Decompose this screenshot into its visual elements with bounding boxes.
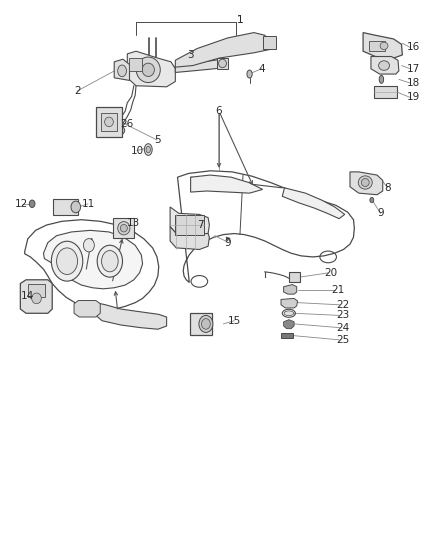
Text: 7: 7 (198, 220, 204, 230)
Ellipse shape (102, 251, 118, 272)
Text: 10: 10 (131, 146, 144, 156)
Ellipse shape (113, 123, 123, 132)
Text: 1: 1 (237, 15, 243, 25)
Bar (217, 58, 228, 69)
Ellipse shape (57, 248, 78, 274)
Text: 17: 17 (407, 64, 420, 74)
Polygon shape (43, 230, 143, 289)
Polygon shape (363, 33, 403, 58)
Bar (113, 218, 134, 238)
Text: 5: 5 (154, 135, 160, 145)
Text: 9: 9 (224, 238, 231, 247)
Ellipse shape (136, 57, 160, 83)
Polygon shape (284, 320, 294, 329)
Ellipse shape (142, 63, 154, 76)
Polygon shape (96, 303, 166, 329)
Ellipse shape (361, 179, 369, 187)
Polygon shape (127, 51, 175, 87)
Ellipse shape (219, 59, 226, 68)
Text: 19: 19 (407, 92, 420, 102)
Text: 21: 21 (332, 286, 345, 295)
Bar (263, 36, 276, 49)
Ellipse shape (380, 42, 388, 50)
Text: 16: 16 (407, 43, 420, 52)
Text: 22: 22 (336, 300, 349, 310)
Bar (96, 107, 122, 136)
Text: 26: 26 (121, 119, 134, 129)
Polygon shape (170, 227, 209, 249)
Polygon shape (283, 188, 345, 219)
Text: 13: 13 (127, 218, 141, 228)
Text: 11: 11 (81, 199, 95, 209)
Polygon shape (74, 301, 100, 317)
Bar (53, 199, 78, 215)
Text: 15: 15 (228, 316, 241, 326)
Text: 18: 18 (407, 78, 420, 88)
Bar (281, 333, 293, 338)
Ellipse shape (146, 147, 150, 153)
Ellipse shape (199, 316, 213, 333)
Bar (28, 284, 45, 297)
Text: 23: 23 (336, 310, 349, 320)
Ellipse shape (71, 201, 81, 213)
Bar (190, 313, 212, 335)
Polygon shape (284, 285, 297, 294)
Ellipse shape (120, 224, 127, 232)
Ellipse shape (29, 200, 35, 207)
Polygon shape (191, 175, 263, 193)
Text: 24: 24 (336, 322, 349, 333)
Ellipse shape (118, 65, 127, 77)
Ellipse shape (97, 245, 123, 277)
Ellipse shape (358, 176, 372, 189)
Ellipse shape (379, 75, 384, 83)
Ellipse shape (83, 239, 94, 252)
Ellipse shape (284, 311, 293, 316)
Polygon shape (281, 298, 297, 308)
Text: 1: 1 (237, 15, 243, 25)
Text: 9: 9 (377, 208, 384, 219)
Text: 4: 4 (258, 64, 265, 74)
Bar (369, 41, 385, 51)
Polygon shape (350, 172, 383, 195)
Text: 20: 20 (325, 268, 338, 278)
Text: 3: 3 (187, 50, 194, 60)
Ellipse shape (201, 319, 210, 329)
Ellipse shape (378, 61, 389, 70)
Ellipse shape (145, 144, 152, 156)
Text: 2: 2 (74, 86, 81, 96)
Bar (101, 112, 117, 131)
Polygon shape (114, 59, 130, 80)
Ellipse shape (105, 117, 113, 127)
Ellipse shape (247, 70, 252, 78)
Polygon shape (371, 56, 399, 74)
Bar (289, 272, 300, 282)
Polygon shape (175, 33, 272, 67)
Polygon shape (170, 207, 209, 236)
Ellipse shape (118, 222, 130, 235)
Ellipse shape (32, 293, 41, 304)
Bar (374, 86, 397, 98)
Ellipse shape (117, 126, 125, 134)
Polygon shape (20, 280, 52, 313)
Bar (175, 215, 204, 235)
Text: 14: 14 (21, 290, 35, 301)
Text: 8: 8 (384, 183, 391, 193)
Text: 12: 12 (15, 199, 28, 209)
Bar (129, 58, 142, 71)
Polygon shape (175, 59, 226, 72)
Ellipse shape (370, 197, 374, 203)
Text: 25: 25 (336, 335, 349, 345)
Text: 6: 6 (215, 106, 223, 116)
Ellipse shape (51, 241, 83, 281)
